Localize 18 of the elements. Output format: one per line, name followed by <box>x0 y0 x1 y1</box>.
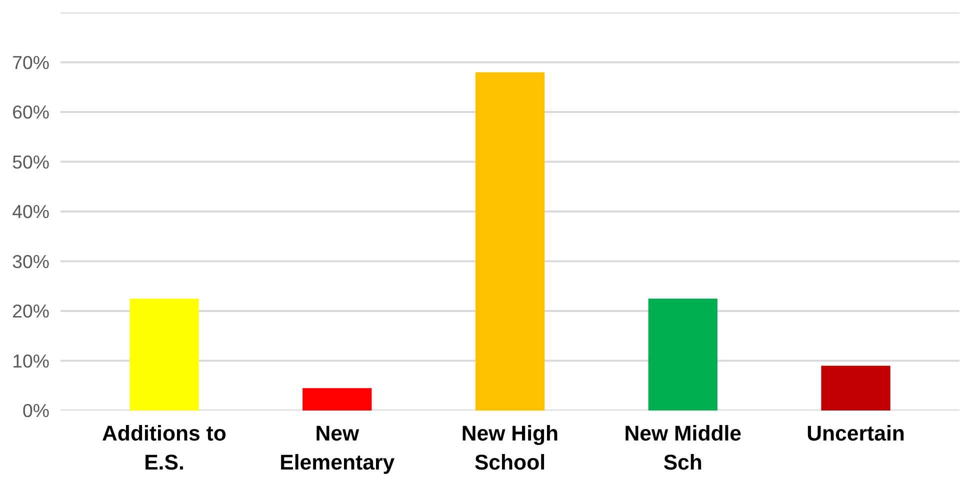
y-tick-label: 70% <box>12 52 50 73</box>
x-tick-label: Additions to E.S. <box>102 422 226 474</box>
bar <box>648 298 718 410</box>
x-tick-label: New High School <box>461 422 559 474</box>
y-tick-label: 20% <box>12 300 50 322</box>
y-tick-label: 10% <box>12 350 50 372</box>
bar <box>302 388 372 410</box>
x-tick-label: Uncertain <box>806 422 905 446</box>
y-tick-label: 60% <box>12 102 50 122</box>
bar <box>475 72 545 410</box>
x-tick-label: New Middle Sch <box>624 422 742 474</box>
x-tick-label: New Elementary <box>280 422 395 474</box>
y-tick-label: 0% <box>22 400 50 421</box>
bar <box>821 366 890 410</box>
bar <box>130 298 199 410</box>
y-tick-label: 40% <box>12 201 50 222</box>
y-tick-label: 50% <box>12 151 50 172</box>
y-tick-label: 30% <box>12 250 50 272</box>
